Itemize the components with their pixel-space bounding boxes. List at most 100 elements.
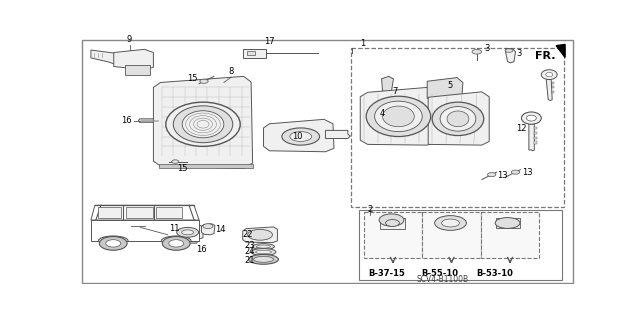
Text: FR.: FR.	[534, 50, 555, 61]
Ellipse shape	[435, 216, 467, 230]
Bar	[435, 218, 465, 229]
Bar	[552, 82, 554, 84]
Ellipse shape	[200, 79, 208, 83]
Ellipse shape	[383, 106, 414, 127]
Bar	[422, 212, 481, 258]
Ellipse shape	[526, 115, 536, 121]
Bar	[125, 65, 150, 75]
Text: 15: 15	[188, 74, 198, 83]
Bar	[125, 206, 153, 218]
Bar	[495, 218, 520, 228]
Polygon shape	[91, 205, 199, 220]
Ellipse shape	[385, 219, 399, 226]
Bar	[159, 164, 253, 168]
Ellipse shape	[106, 240, 121, 247]
Text: B-55-10: B-55-10	[422, 269, 459, 278]
Polygon shape	[326, 130, 350, 138]
Bar	[243, 48, 266, 58]
Ellipse shape	[290, 132, 312, 141]
Text: 13: 13	[497, 171, 508, 180]
Text: 13: 13	[522, 168, 533, 177]
Ellipse shape	[182, 230, 193, 235]
Text: 12: 12	[516, 124, 527, 133]
Polygon shape	[360, 87, 436, 145]
Ellipse shape	[440, 107, 476, 131]
Text: 7: 7	[392, 86, 398, 96]
Ellipse shape	[251, 249, 276, 256]
Text: 16: 16	[196, 245, 207, 254]
Bar	[380, 218, 405, 229]
Polygon shape	[138, 119, 161, 122]
Bar	[364, 212, 422, 258]
Polygon shape	[202, 224, 215, 235]
Ellipse shape	[99, 236, 127, 250]
Ellipse shape	[442, 219, 460, 227]
Bar	[534, 127, 537, 129]
Polygon shape	[381, 76, 394, 92]
Text: 5: 5	[447, 81, 452, 90]
Ellipse shape	[203, 224, 213, 229]
Text: 22: 22	[242, 230, 253, 239]
Bar	[156, 206, 182, 218]
Ellipse shape	[253, 244, 275, 249]
Ellipse shape	[163, 236, 190, 250]
Bar	[534, 137, 537, 139]
Polygon shape	[529, 124, 534, 151]
Polygon shape	[428, 92, 489, 145]
Ellipse shape	[257, 245, 271, 248]
Polygon shape	[91, 220, 199, 241]
Ellipse shape	[432, 102, 484, 136]
Polygon shape	[114, 49, 154, 70]
Text: 4: 4	[380, 109, 385, 118]
Ellipse shape	[282, 128, 319, 145]
Text: 23: 23	[244, 241, 255, 250]
Ellipse shape	[177, 227, 198, 237]
Text: B-37-15: B-37-15	[368, 269, 405, 278]
Ellipse shape	[447, 111, 469, 127]
Bar	[552, 86, 554, 88]
Bar	[534, 141, 537, 144]
Ellipse shape	[366, 96, 431, 137]
Ellipse shape	[511, 170, 520, 174]
Polygon shape	[264, 119, 334, 152]
Ellipse shape	[248, 255, 278, 264]
Bar	[99, 206, 121, 218]
Text: B-53-10: B-53-10	[476, 269, 513, 278]
Text: SCV4-B1100B: SCV4-B1100B	[416, 275, 468, 284]
Bar	[351, 48, 564, 207]
Text: 2: 2	[367, 205, 372, 214]
Ellipse shape	[488, 173, 496, 177]
Ellipse shape	[495, 218, 520, 228]
Ellipse shape	[505, 49, 513, 52]
Bar	[534, 132, 537, 134]
Ellipse shape	[169, 240, 184, 247]
Text: 14: 14	[215, 225, 225, 234]
Polygon shape	[428, 78, 463, 99]
Text: 3: 3	[516, 48, 522, 57]
Polygon shape	[506, 48, 515, 63]
Text: 24: 24	[244, 247, 255, 256]
Ellipse shape	[255, 250, 271, 254]
Text: 10: 10	[292, 132, 303, 141]
Polygon shape	[556, 44, 565, 57]
Polygon shape	[172, 224, 203, 240]
Ellipse shape	[253, 256, 273, 262]
Ellipse shape	[182, 111, 224, 138]
Text: 21: 21	[244, 256, 255, 265]
Polygon shape	[243, 227, 277, 243]
Ellipse shape	[472, 49, 481, 54]
Ellipse shape	[374, 101, 422, 132]
Ellipse shape	[546, 72, 553, 77]
Bar	[552, 91, 554, 93]
Text: 17: 17	[264, 37, 275, 46]
Ellipse shape	[522, 112, 541, 124]
Text: 15: 15	[177, 164, 188, 173]
Text: 1: 1	[360, 39, 365, 48]
Text: 11: 11	[169, 224, 179, 233]
Text: 9: 9	[127, 35, 132, 44]
Ellipse shape	[248, 229, 273, 240]
Polygon shape	[547, 79, 552, 100]
Polygon shape	[91, 50, 120, 64]
Text: 3: 3	[484, 44, 490, 53]
Ellipse shape	[172, 160, 179, 163]
